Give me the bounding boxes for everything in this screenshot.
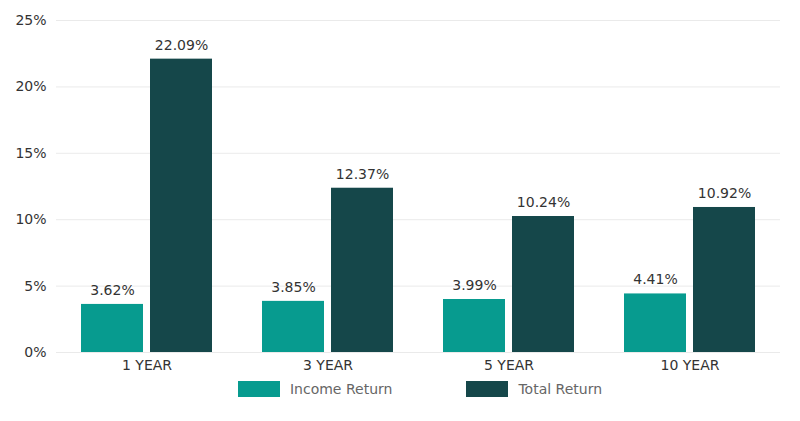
svg-text:3.99%: 3.99% xyxy=(452,277,496,293)
svg-text:12.37%: 12.37% xyxy=(336,166,389,182)
html-text:Income Return: Income Return xyxy=(290,381,393,397)
svg-text:5 YEAR: 5 YEAR xyxy=(484,357,534,373)
svg-text:10 YEAR: 10 YEAR xyxy=(661,357,720,373)
svg-text:20%: 20% xyxy=(15,78,46,94)
svg-text:10%: 10% xyxy=(15,211,46,227)
svg-text:22.09%: 22.09% xyxy=(155,37,208,53)
svg-text:3 YEAR: 3 YEAR xyxy=(303,357,353,373)
svg-text:1 YEAR: 1 YEAR xyxy=(122,357,172,373)
svg-text:25%: 25% xyxy=(15,12,46,28)
svg-text:0%: 0% xyxy=(24,344,46,360)
svg-text:3.62%: 3.62% xyxy=(90,282,134,298)
svg-text:5%: 5% xyxy=(24,278,46,294)
svg-text:10.92%: 10.92% xyxy=(698,185,751,201)
svg-text:4.41%: 4.41% xyxy=(633,271,677,287)
svg-text:15%: 15% xyxy=(15,145,46,161)
svg-text:10.24%: 10.24% xyxy=(517,194,570,210)
svg-text:3.85%: 3.85% xyxy=(271,279,315,295)
html-text:Total Return: Total Return xyxy=(518,381,602,397)
